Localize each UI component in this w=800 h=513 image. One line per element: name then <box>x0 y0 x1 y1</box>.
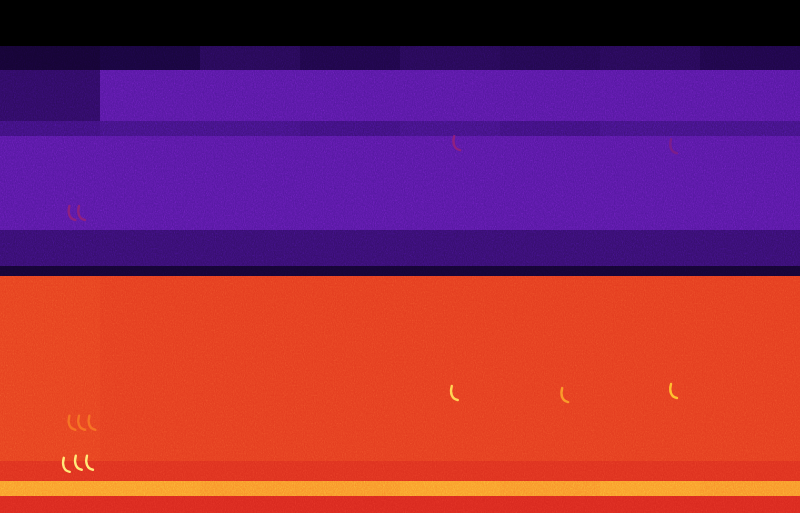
call-event <box>451 386 458 400</box>
call-event <box>75 456 82 470</box>
spectrogram <box>0 0 800 513</box>
call-event <box>89 416 96 430</box>
call-event <box>561 388 568 402</box>
plot-area <box>0 0 800 513</box>
call-event <box>670 384 677 398</box>
call-event <box>78 416 85 430</box>
call-event <box>63 458 70 472</box>
noise-texture <box>0 0 800 513</box>
call-event <box>453 136 460 150</box>
call-event <box>78 206 85 220</box>
call-event <box>670 139 677 153</box>
call-event <box>69 206 76 220</box>
call-event <box>86 456 93 470</box>
call-event <box>69 416 76 430</box>
